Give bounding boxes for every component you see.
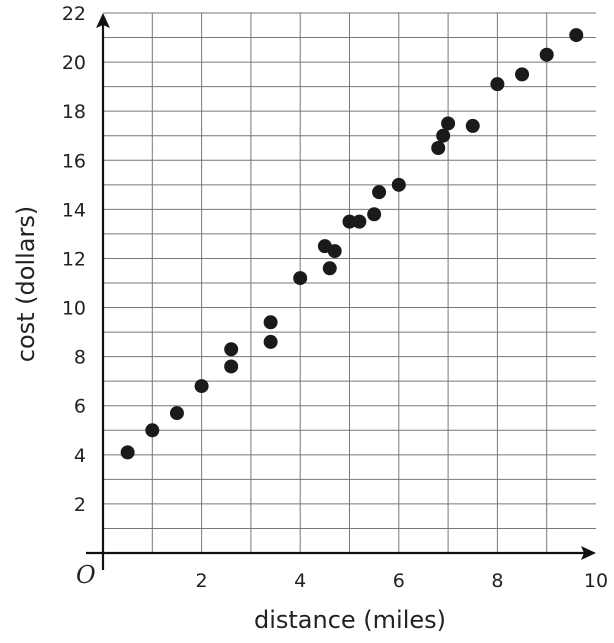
data-point xyxy=(465,118,480,133)
y-tick-label: 4 xyxy=(74,445,86,467)
y-axis-arrow xyxy=(96,13,110,28)
data-point xyxy=(224,342,239,357)
x-tick-label: 8 xyxy=(491,570,503,592)
data-point xyxy=(391,177,406,192)
data-point xyxy=(352,214,367,229)
data-point xyxy=(169,406,184,421)
data-point xyxy=(569,28,584,43)
axes xyxy=(86,13,596,570)
x-axis-title: distance (miles) xyxy=(254,606,446,634)
y-tick-label: 14 xyxy=(62,199,86,221)
data-point xyxy=(342,214,357,229)
data-point xyxy=(327,244,342,259)
data-point xyxy=(515,67,530,82)
y-tick-label: 2 xyxy=(74,494,86,516)
data-point xyxy=(120,445,135,460)
x-tick-label: 4 xyxy=(294,570,306,592)
y-tick-label: 8 xyxy=(74,347,86,369)
origin-label: O xyxy=(76,561,96,589)
y-tick-label: 6 xyxy=(74,396,86,418)
y-tick-label: 22 xyxy=(62,3,86,25)
x-tick-label: 2 xyxy=(196,570,208,592)
data-point xyxy=(293,271,308,286)
y-tick-label: 10 xyxy=(62,298,86,320)
y-tick-label: 12 xyxy=(62,248,86,270)
data-points xyxy=(120,28,584,460)
y-tick-labels: 2 4 6 8 10 12 14 16 18 20 22 xyxy=(62,3,86,516)
grid xyxy=(103,12,596,553)
data-point xyxy=(145,423,160,438)
y-axis-title: cost (dollars) xyxy=(12,206,40,362)
x-tick-labels: 2 4 6 8 10 xyxy=(196,570,609,592)
data-point xyxy=(431,141,446,155)
x-tick-label: 6 xyxy=(393,570,405,592)
y-tick-label: 16 xyxy=(62,150,86,172)
data-point xyxy=(372,185,387,200)
data-point xyxy=(263,334,278,349)
y-tick-label: 18 xyxy=(62,101,86,123)
data-point xyxy=(490,77,505,92)
data-point xyxy=(441,116,456,131)
data-point xyxy=(539,47,554,62)
data-point xyxy=(194,379,209,394)
y-tick-label: 20 xyxy=(62,52,86,74)
data-point xyxy=(263,315,278,330)
data-point xyxy=(367,207,382,222)
x-axis-arrow xyxy=(581,546,596,560)
data-point xyxy=(436,128,451,143)
data-point xyxy=(224,359,239,374)
x-tick-label: 10 xyxy=(584,570,608,592)
data-point xyxy=(322,261,337,276)
